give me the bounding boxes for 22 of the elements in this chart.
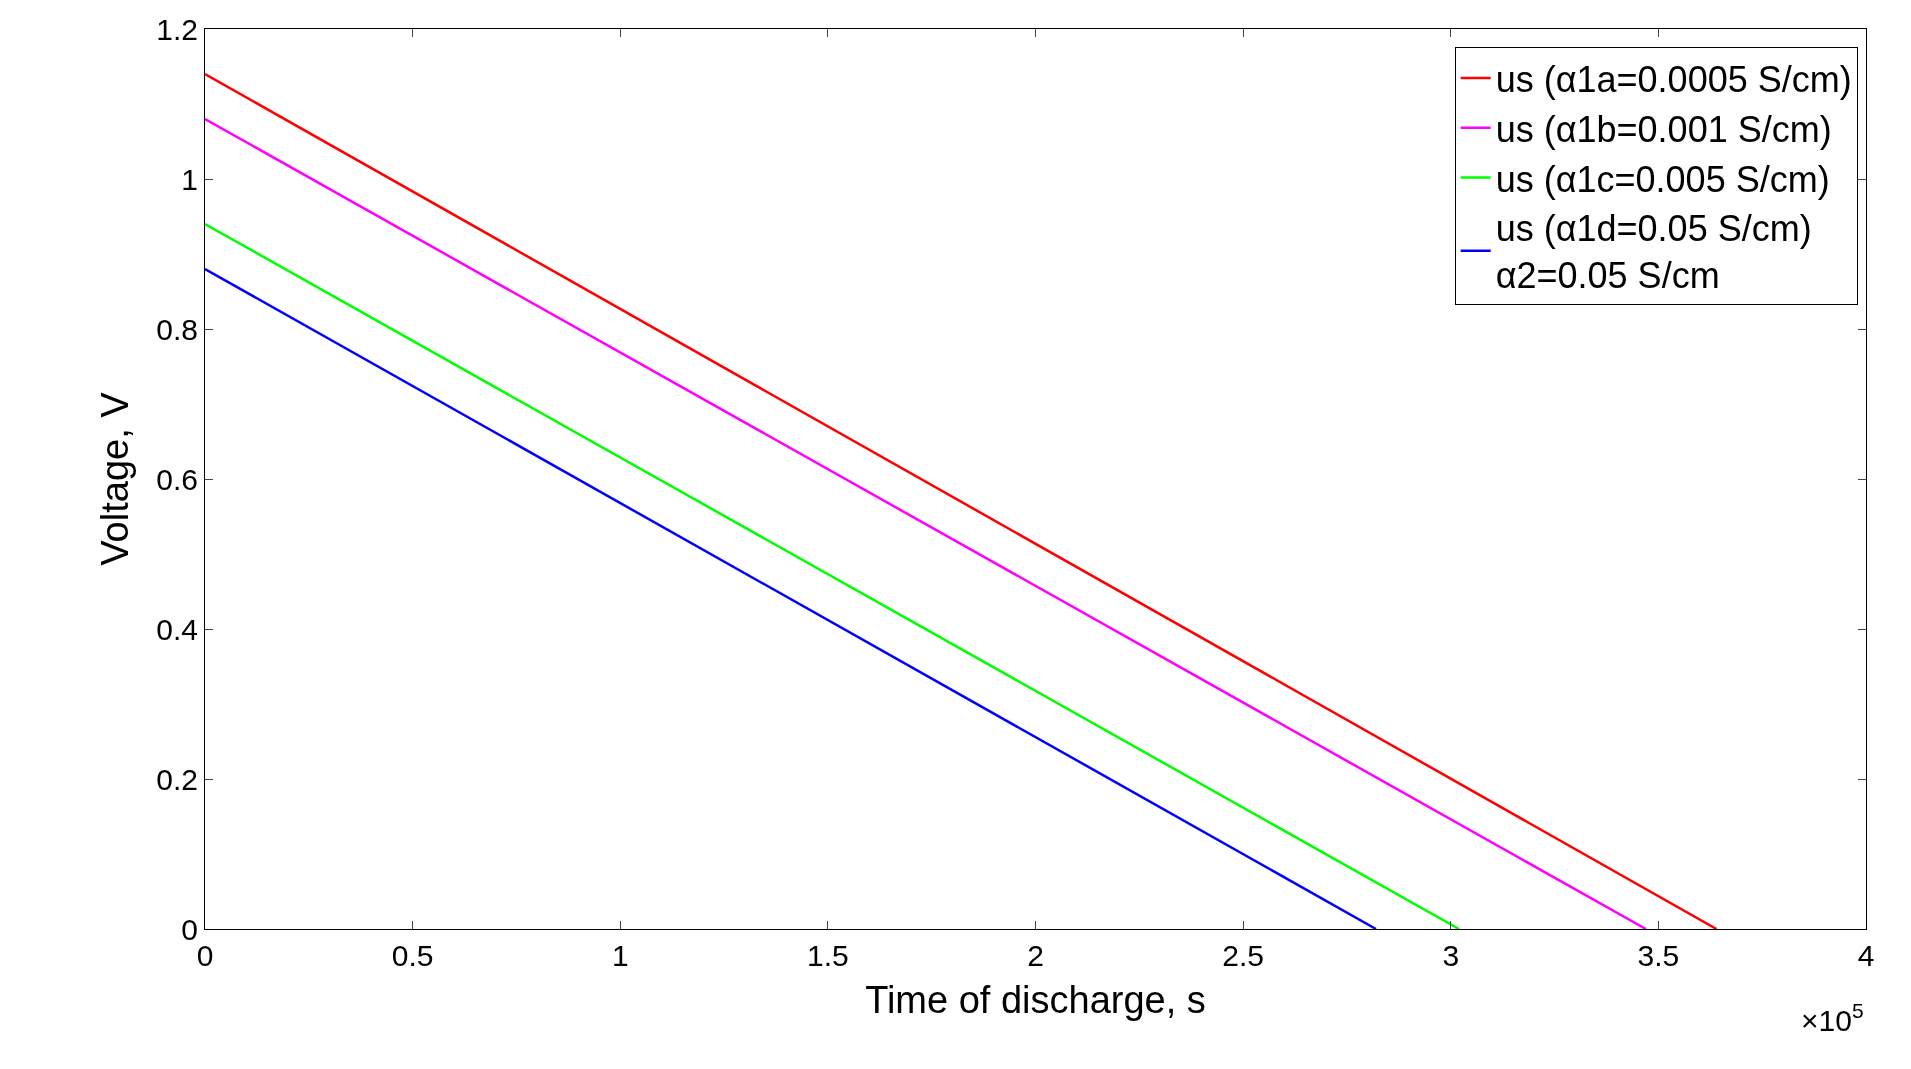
- x-tick-label: 4: [1857, 939, 1875, 972]
- y-tick-label: 0.2: [156, 762, 198, 796]
- y-tick-label: 1: [181, 162, 198, 196]
- y-tick-label: 0: [181, 912, 198, 946]
- x-tick-label: 1.5: [807, 939, 849, 972]
- x-tick-label: 1: [611, 939, 629, 972]
- x-tick-label: 0.5: [391, 939, 434, 972]
- x-tick-label: 2: [1027, 939, 1044, 972]
- legend-label: us (α1d=0.05 S/cm) α2=0.05 S/cm: [1495, 208, 1812, 297]
- y-tick-label: 0.8: [156, 312, 198, 346]
- x-tick-label: 2.5: [1222, 939, 1264, 972]
- legend-label: us (α1b=0.001 S/cm): [1495, 108, 1832, 150]
- y-tick-label: 1.2: [156, 12, 198, 46]
- y-axis-title: Voltage, V: [94, 391, 137, 566]
- x-tick-label: 3: [1442, 939, 1460, 972]
- legend-label: us (α1a=0.0005 S/cm): [1495, 58, 1852, 100]
- x-tick-label: 3.5: [1637, 939, 1680, 972]
- y-tick-label: 0.4: [156, 612, 198, 646]
- text: ×10$^{5}$: [1801, 999, 1864, 1037]
- legend-label: us (α1c=0.005 S/cm): [1495, 158, 1830, 200]
- x-axis-title: Time of discharge, s: [865, 979, 1206, 1022]
- y-tick-label: 0.6: [156, 462, 198, 496]
